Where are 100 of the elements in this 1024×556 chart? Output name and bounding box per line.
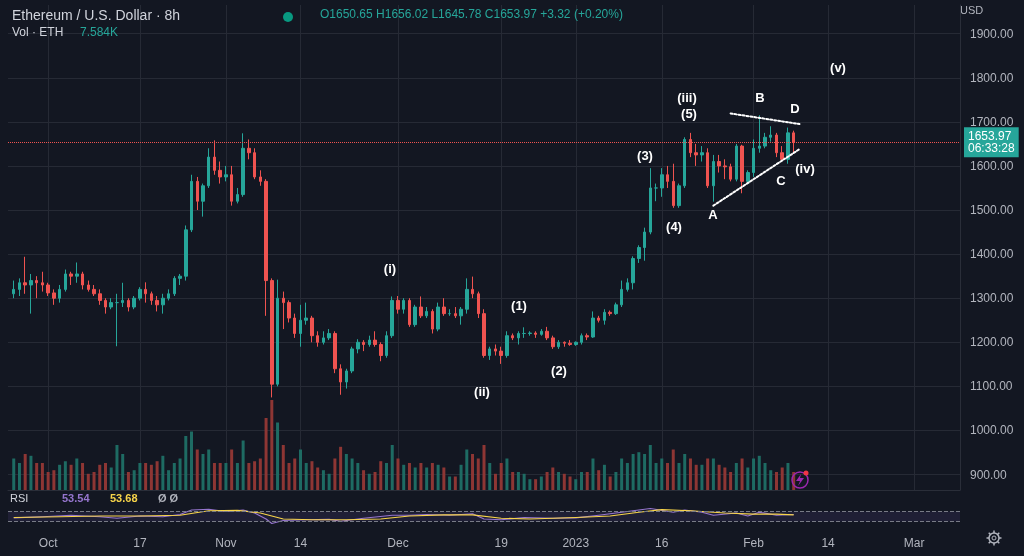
candlestick	[304, 302, 308, 326]
candlestick	[545, 326, 549, 341]
candlestick	[264, 178, 268, 317]
bar	[35, 463, 39, 490]
bar	[69, 464, 73, 490]
candlestick	[477, 291, 480, 319]
bar	[591, 458, 595, 490]
bar	[52, 470, 56, 490]
bar	[235, 463, 239, 490]
y-tick-label: 1400.00	[970, 247, 1014, 262]
bar	[385, 463, 389, 490]
bar	[92, 472, 96, 490]
candlestick	[769, 125, 772, 143]
candlestick	[672, 163, 675, 209]
x-tick-label: 16	[655, 536, 669, 550]
annotation: (i)	[383, 260, 397, 276]
candlestick	[425, 306, 428, 319]
candlestick	[723, 158, 727, 180]
bar	[103, 463, 107, 490]
candlestick	[327, 328, 331, 341]
bar	[746, 467, 750, 490]
bar	[740, 458, 744, 490]
candlestick	[368, 335, 371, 348]
candlestick	[712, 154, 715, 203]
candlestick	[631, 255, 635, 290]
candlestick	[402, 297, 405, 315]
bar	[138, 463, 142, 490]
candlestick	[694, 143, 698, 167]
bar	[23, 454, 27, 490]
bar	[212, 463, 216, 490]
candlestick	[132, 295, 136, 310]
bar	[717, 464, 721, 490]
bar	[597, 470, 601, 490]
bar	[126, 472, 130, 490]
candlestick	[740, 144, 744, 194]
candlestick	[568, 339, 572, 347]
y-tick-label: 1800.00	[970, 70, 1014, 85]
candlestick	[643, 227, 646, 262]
bar	[614, 472, 618, 490]
candlestick	[259, 169, 262, 187]
bar	[511, 472, 515, 490]
candlestick	[196, 176, 199, 211]
candlestick	[345, 368, 348, 390]
bar	[155, 461, 159, 490]
candlestick	[270, 277, 274, 398]
bar	[413, 467, 417, 490]
bar	[218, 463, 222, 490]
candlestick	[316, 330, 319, 348]
candlestick	[654, 183, 658, 202]
bar	[402, 464, 406, 490]
candlestick	[706, 147, 709, 189]
candlestick	[505, 330, 509, 359]
bar	[757, 455, 761, 490]
x-tick-label: Feb	[743, 536, 765, 550]
x-tick-label: Nov	[215, 536, 237, 550]
bar	[763, 463, 767, 490]
bar	[396, 458, 400, 490]
bar	[12, 458, 16, 490]
candlestick	[511, 332, 514, 341]
candlestick	[207, 147, 210, 189]
bar	[184, 436, 188, 490]
candlestick	[356, 338, 360, 354]
bar	[774, 472, 778, 490]
chart-title: RSI	[10, 491, 29, 504]
x-tick-label: 14	[821, 536, 836, 550]
candlestick	[379, 341, 383, 362]
bar	[608, 476, 612, 490]
x-tick-label: Oct	[38, 536, 59, 550]
bar	[293, 458, 297, 490]
bar	[557, 472, 561, 490]
bar	[29, 455, 33, 490]
x-tick-label: Mar	[903, 536, 925, 550]
candlestick	[494, 344, 497, 357]
ref-line-label: 1653.97 06:33:28	[968, 129, 1016, 156]
bar	[167, 470, 171, 490]
candlestick	[608, 310, 612, 317]
bar	[75, 458, 79, 490]
candlestick	[557, 339, 560, 350]
candlestick	[339, 363, 342, 396]
bar	[476, 458, 480, 490]
annotation: A	[708, 206, 719, 222]
annotation: C	[776, 172, 787, 188]
annotation: (3)	[637, 147, 653, 163]
candlestick	[729, 163, 732, 182]
bar	[539, 476, 543, 490]
bar	[298, 449, 302, 490]
candlestick	[58, 284, 61, 304]
bar	[247, 463, 251, 490]
bar	[316, 467, 320, 490]
bar	[81, 463, 85, 490]
candlestick	[350, 346, 354, 374]
bar	[562, 473, 566, 490]
bar	[671, 449, 675, 490]
candlestick	[540, 328, 543, 337]
candlestick	[660, 167, 664, 198]
candlestick	[184, 224, 188, 282]
bar	[499, 463, 503, 490]
bar	[190, 431, 194, 490]
bar	[625, 463, 629, 490]
bar	[488, 463, 492, 490]
